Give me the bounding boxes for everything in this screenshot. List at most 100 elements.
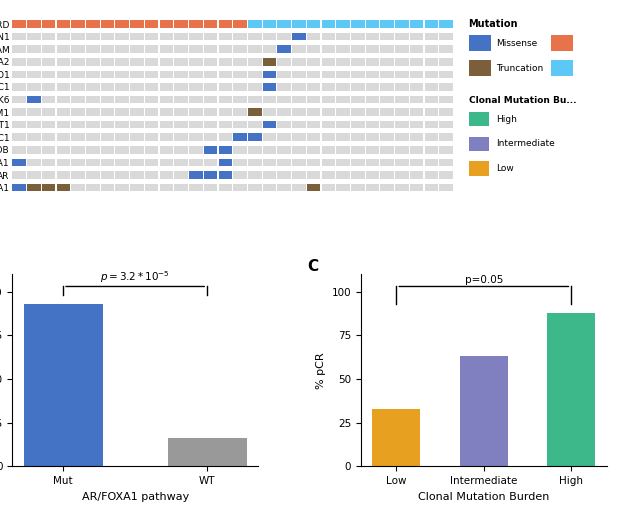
Bar — [336, 171, 350, 179]
Bar — [439, 171, 453, 179]
Bar — [189, 159, 202, 166]
Bar — [410, 83, 423, 91]
Bar — [248, 70, 261, 78]
Bar — [101, 108, 115, 116]
Bar — [189, 133, 202, 141]
Bar — [292, 20, 306, 28]
Bar — [395, 159, 409, 166]
Bar — [277, 133, 291, 141]
Bar — [189, 146, 202, 154]
Bar — [292, 171, 306, 179]
Bar — [175, 33, 188, 41]
Bar — [351, 108, 365, 116]
Bar — [204, 146, 217, 154]
Bar — [56, 58, 70, 65]
Bar — [86, 108, 100, 116]
Bar — [175, 171, 188, 179]
Bar — [336, 83, 350, 91]
Bar — [262, 83, 276, 91]
Bar — [292, 146, 306, 154]
Bar — [219, 171, 232, 179]
Bar — [160, 96, 173, 103]
Bar — [425, 20, 438, 28]
Bar — [262, 159, 276, 166]
Bar — [175, 20, 188, 28]
Bar — [145, 121, 158, 128]
Bar — [351, 20, 365, 28]
Text: Intermediate: Intermediate — [496, 139, 555, 149]
Bar — [204, 83, 217, 91]
Bar — [439, 96, 453, 103]
Bar — [189, 83, 202, 91]
Bar — [395, 46, 409, 53]
Bar — [56, 83, 70, 91]
Text: Low: Low — [496, 164, 514, 173]
Bar — [12, 133, 26, 141]
Bar — [381, 108, 394, 116]
Bar — [101, 96, 115, 103]
Bar — [160, 83, 173, 91]
Text: Truncation: Truncation — [496, 63, 543, 73]
Bar — [336, 146, 350, 154]
Bar — [27, 70, 41, 78]
Bar — [12, 159, 26, 166]
Bar — [292, 96, 306, 103]
FancyBboxPatch shape — [552, 60, 573, 76]
Text: Missense: Missense — [496, 39, 537, 48]
Text: Clonal Mutation Bu...: Clonal Mutation Bu... — [469, 96, 576, 105]
Bar — [12, 33, 26, 41]
Bar — [233, 20, 247, 28]
Bar — [189, 108, 202, 116]
Bar — [145, 20, 158, 28]
Bar — [307, 20, 321, 28]
Bar — [145, 133, 158, 141]
Bar — [219, 133, 232, 141]
Bar — [24, 304, 103, 466]
Bar — [233, 133, 247, 141]
Bar — [219, 33, 232, 41]
Bar — [130, 83, 144, 91]
Bar — [366, 70, 379, 78]
Bar — [12, 58, 26, 65]
Bar — [42, 20, 55, 28]
Bar — [277, 46, 291, 53]
Bar — [189, 121, 202, 128]
Bar — [262, 46, 276, 53]
Bar — [277, 20, 291, 28]
Bar — [27, 46, 41, 53]
Bar — [410, 133, 423, 141]
Bar — [366, 33, 379, 41]
Bar — [189, 96, 202, 103]
Bar — [460, 356, 508, 466]
Bar — [160, 70, 173, 78]
Bar — [160, 46, 173, 53]
Bar — [395, 184, 409, 191]
Bar — [292, 33, 306, 41]
Bar — [351, 33, 365, 41]
Bar — [381, 70, 394, 78]
Bar — [12, 184, 26, 191]
Bar — [42, 146, 55, 154]
Bar — [233, 146, 247, 154]
Bar — [425, 108, 438, 116]
Bar — [307, 70, 321, 78]
Bar — [381, 171, 394, 179]
Bar — [410, 20, 423, 28]
Bar — [116, 96, 129, 103]
Bar — [204, 108, 217, 116]
Bar — [12, 70, 26, 78]
Bar — [381, 159, 394, 166]
Bar — [71, 171, 85, 179]
Bar — [277, 146, 291, 154]
Bar — [56, 96, 70, 103]
Bar — [101, 121, 115, 128]
Bar — [42, 159, 55, 166]
Bar — [425, 171, 438, 179]
Bar — [277, 83, 291, 91]
Bar — [116, 33, 129, 41]
Bar — [439, 58, 453, 65]
Bar — [248, 133, 261, 141]
Y-axis label: % pCR: % pCR — [316, 352, 326, 389]
Bar — [322, 159, 335, 166]
Bar — [395, 133, 409, 141]
